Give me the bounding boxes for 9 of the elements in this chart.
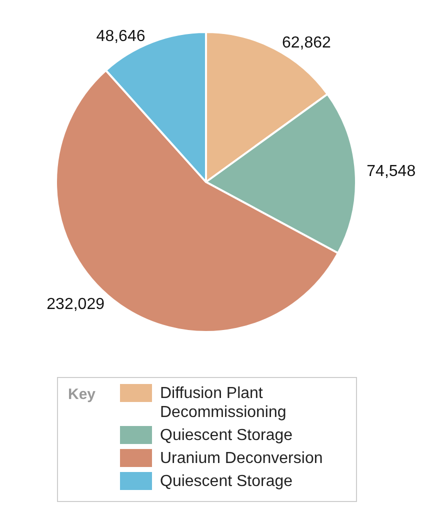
legend-label: Diffusion Plant Decommissioning — [160, 384, 288, 422]
data-label: 48,646 — [96, 28, 146, 45]
legend-label: Uranium Deconversion — [160, 449, 324, 468]
data-label: 232,029 — [46, 296, 105, 314]
data-label: 74,548 — [366, 163, 416, 180]
legend-title: Key — [68, 385, 97, 405]
data-label: 62,862 — [282, 34, 332, 52]
legend-label: Quiescent Storage — [160, 472, 294, 491]
legend-label: Quiescent Storage — [160, 426, 294, 445]
